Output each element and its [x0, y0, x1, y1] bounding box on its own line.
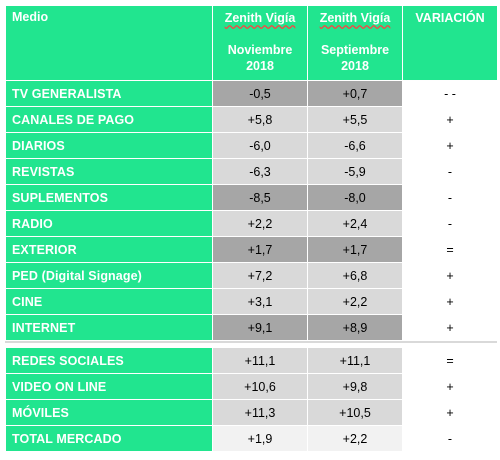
row-variacion-value: + — [402, 399, 498, 426]
row-november-value: +3,1 — [212, 288, 308, 315]
row-november-value: -6,3 — [212, 158, 308, 185]
row-medio-cell: TV GENERALISTA — [5, 80, 213, 107]
row-variacion-value: - — [402, 158, 498, 185]
row-november-value: +7,2 — [212, 262, 308, 289]
table-row: CINE +3,1 +2,2 + — [5, 288, 498, 315]
header-col2-year: 2018 — [341, 59, 369, 73]
header-col1-year: 2018 — [246, 59, 274, 73]
row-medio-cell: REDES SOCIALES — [5, 347, 213, 374]
row-medio-cell: PED (Digital Signage) — [5, 262, 213, 289]
table-row: PED (Digital Signage) +7,2 +6,8 + — [5, 262, 498, 289]
header-col1-period: Noviembre — [227, 43, 293, 57]
media-table-main: Medio Zenith Vigía Noviembre 2018 Zenith… — [5, 5, 498, 341]
row-september-value: -8,0 — [307, 184, 403, 211]
row-november-value: +11,1 — [212, 347, 308, 374]
header-col2-title: Zenith Vigía — [319, 11, 391, 25]
row-variacion-value: + — [402, 288, 498, 315]
row-medio-cell: CANALES DE PAGO — [5, 106, 213, 133]
row-november-value: +5,8 — [212, 106, 308, 133]
media-table-digital: REDES SOCIALES +11,1 +11,1 = VIDEO ON LINE +1… — [5, 347, 498, 452]
row-september-value: +5,5 — [307, 106, 403, 133]
row-medio-cell: RADIO — [5, 210, 213, 237]
row-september-value: +1,7 — [307, 236, 403, 263]
row-november-value: +10,6 — [212, 373, 308, 400]
row-september-value: +0,7 — [307, 80, 403, 107]
row-november-value: +11,3 — [212, 399, 308, 426]
table-row: TV GENERALISTA -0,5 +0,7- - — [5, 80, 498, 107]
row-medio-cell: INTERNET — [5, 314, 213, 341]
table-row: CANALES DE PAGO +5,8 +5,5 + — [5, 106, 498, 133]
row-november-value: -6,0 — [212, 132, 308, 159]
row-variacion-value: + — [402, 106, 498, 133]
table-header-row: Medio Zenith Vigía Noviembre 2018 Zenith… — [5, 5, 498, 81]
row-variacion-value: - — [402, 425, 498, 452]
row-variacion-value: - — [402, 184, 498, 211]
row-november-value: +2,2 — [212, 210, 308, 237]
row-medio-cell: MÓVILES — [5, 399, 213, 426]
table-row: DIARIOS -6,0 -6,6 + — [5, 132, 498, 159]
table-row: RADIO +2,2 +2,4- — [5, 210, 498, 237]
table-row: INTERNET +9,1 +8,9 + — [5, 314, 498, 341]
table-body-digital: REDES SOCIALES +11,1 +11,1 = VIDEO ON LINE +1… — [5, 347, 498, 452]
row-september-value: +2,4 — [307, 210, 403, 237]
row-variacion-value: + — [402, 132, 498, 159]
row-variacion-value: = — [402, 347, 498, 374]
table-row: VIDEO ON LINE +10,6 +9,8 + — [5, 373, 498, 400]
row-september-value: +11,1 — [307, 347, 403, 374]
row-variacion-value: + — [402, 262, 498, 289]
row-november-value: -8,5 — [212, 184, 308, 211]
row-september-value: -6,6 — [307, 132, 403, 159]
row-november-value: +1,7 — [212, 236, 308, 263]
row-september-value: +9,8 — [307, 373, 403, 400]
header-variacion: VARIACIÓN — [402, 5, 498, 81]
table-body-main: TV GENERALISTA -0,5 +0,7- - CANALES DE PAGO… — [5, 80, 498, 341]
row-medio-cell: VIDEO ON LINE — [5, 373, 213, 400]
row-variacion-value: - - — [402, 80, 498, 107]
section-divider — [5, 341, 497, 343]
row-medio-cell: REVISTAS — [5, 158, 213, 185]
row-september-value: +2,2 — [307, 425, 403, 452]
table-row: REDES SOCIALES +11,1 +11,1 = — [5, 347, 498, 374]
table-row: SUPLEMENTOS -8,5 -8,0- — [5, 184, 498, 211]
table-row: TOTAL MERCADO +1,9 +2,2- — [5, 425, 498, 452]
row-variacion-value: - — [402, 210, 498, 237]
row-november-value: +9,1 — [212, 314, 308, 341]
row-september-value: +8,9 — [307, 314, 403, 341]
row-variacion-value: + — [402, 373, 498, 400]
row-medio-cell: SUPLEMENTOS — [5, 184, 213, 211]
row-september-value: +2,2 — [307, 288, 403, 315]
table-row: REVISTAS -6,3 -5,9- — [5, 158, 498, 185]
table-row: EXTERIOR +1,7 +1,7 = — [5, 236, 498, 263]
row-medio-cell: CINE — [5, 288, 213, 315]
row-september-value: +6,8 — [307, 262, 403, 289]
row-medio-cell: EXTERIOR — [5, 236, 213, 263]
row-variacion-value: + — [402, 314, 498, 341]
row-medio-cell: DIARIOS — [5, 132, 213, 159]
header-col-november: Zenith Vigía Noviembre 2018 — [212, 5, 308, 81]
row-november-value: +1,9 — [212, 425, 308, 452]
header-col2-period: Septiembre — [320, 43, 390, 57]
row-medio-cell: TOTAL MERCADO — [5, 425, 213, 452]
header-col1-title: Zenith Vigía — [224, 11, 296, 25]
row-september-value: +10,5 — [307, 399, 403, 426]
table-row: MÓVILES +11,3 +10,5 + — [5, 399, 498, 426]
header-medio: Medio — [5, 5, 213, 81]
row-november-value: -0,5 — [212, 80, 308, 107]
row-variacion-value: = — [402, 236, 498, 263]
header-col-september: Zenith Vigía Septiembre 2018 — [307, 5, 403, 81]
row-september-value: -5,9 — [307, 158, 403, 185]
